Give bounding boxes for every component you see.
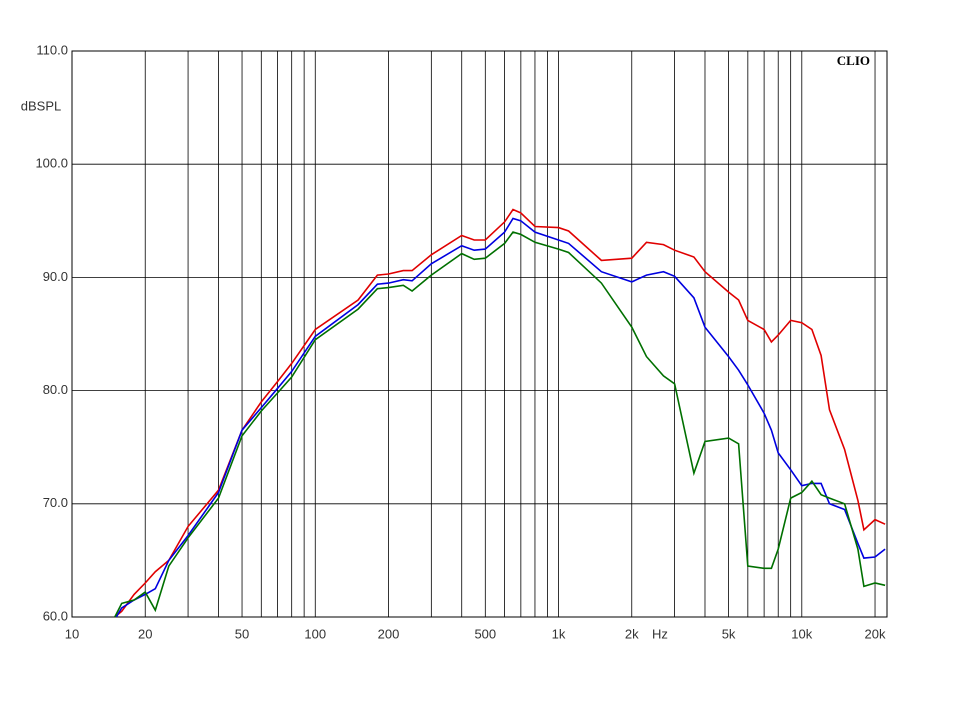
x-tick-label: 5k <box>722 626 736 641</box>
x-tick-label: 20 <box>138 626 152 641</box>
x-tick-label: 50 <box>235 626 249 641</box>
line-series <box>115 217 886 617</box>
x-tick-label: 2k <box>625 626 639 641</box>
annotation: CLIO <box>837 53 870 68</box>
line-series <box>114 208 886 617</box>
x-tick-label: 500 <box>474 626 496 641</box>
y-axis-label: dBSPL <box>21 98 61 113</box>
x-tick-label: 100 <box>304 626 326 641</box>
x-axis-label: Hz <box>652 626 668 641</box>
y-tick-label: 80.0 <box>43 382 68 397</box>
y-tick-label: 90.0 <box>43 269 68 284</box>
x-tick-label: 10 <box>65 626 79 641</box>
plot-frame <box>71 50 888 618</box>
line-series <box>114 231 886 617</box>
y-tick-label: 60.0 <box>43 608 68 623</box>
x-tick-label: 20k <box>865 626 886 641</box>
y-tick-label: 100.0 <box>35 156 68 171</box>
y-tick-label: 70.0 <box>43 495 68 510</box>
x-tick-label: 200 <box>378 626 400 641</box>
y-tick-label: 110.0 <box>36 42 68 57</box>
x-tick-label: 10k <box>791 626 812 641</box>
x-tick-label: 1k <box>552 626 566 641</box>
